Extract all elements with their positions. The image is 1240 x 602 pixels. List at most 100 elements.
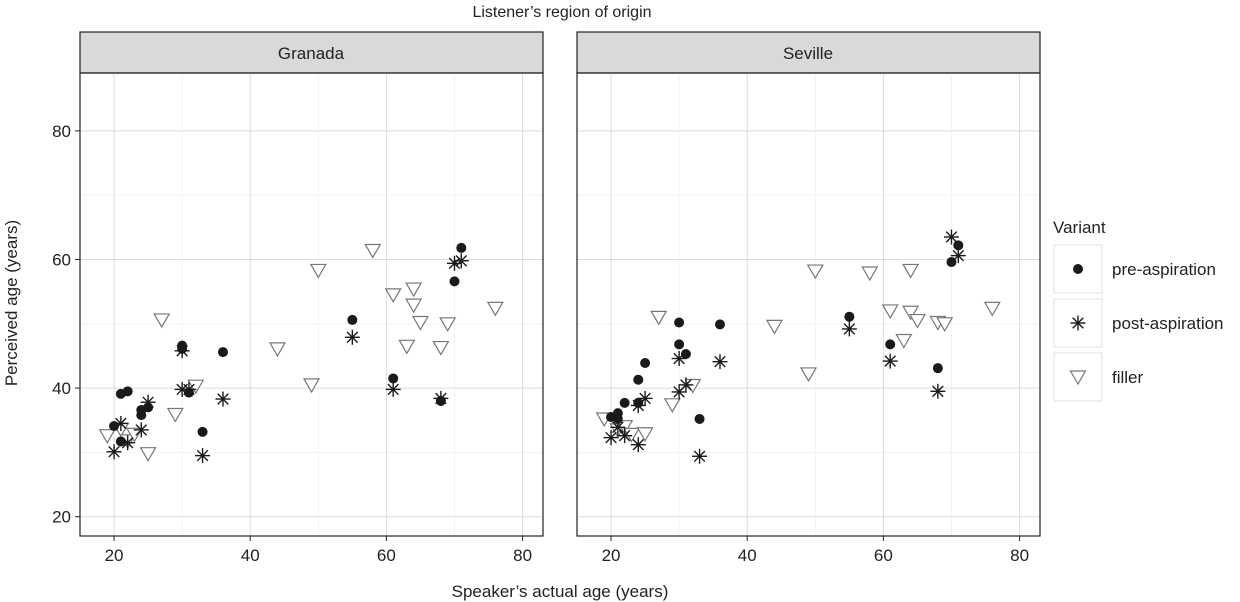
legend-label: pre-aspiration [1112, 260, 1216, 279]
legend: Variant pre-aspiration post-aspiration fil… [1053, 218, 1224, 402]
point-post-aspiration [930, 383, 946, 399]
point-filler [902, 263, 920, 279]
strip-label-granada: Granada [278, 44, 345, 63]
point-post-aspiration [712, 354, 728, 370]
point-pre-aspiration [619, 397, 630, 408]
points-granada [98, 242, 504, 464]
point-filler [636, 427, 654, 442]
chart-title: Listener’s region of origin [472, 4, 651, 21]
x-axes: 20 40 60 80 20 40 60 80 [105, 536, 1029, 565]
y-tick-label: 20 [52, 508, 71, 527]
y-tick-label: 80 [52, 122, 71, 141]
point-filler [806, 264, 824, 280]
legend-item-post-aspiration: post-aspiration [1053, 298, 1224, 348]
x-tick-label: 20 [105, 546, 124, 565]
grid-1 [577, 73, 1040, 536]
point-filler [268, 342, 286, 358]
point-filler [364, 243, 382, 259]
legend-marker-pre-aspiration [1073, 264, 1083, 274]
legend-marker-post-aspiration [1070, 315, 1086, 331]
point-pre-aspiration [640, 358, 651, 369]
x-tick-label: 60 [377, 546, 396, 565]
point-post-aspiration [385, 381, 401, 397]
point-filler [486, 301, 504, 317]
point-pre-aspiration [109, 421, 120, 432]
point-post-aspiration [603, 430, 619, 446]
point-post-aspiration [630, 437, 646, 453]
point-pre-aspiration [388, 373, 399, 384]
panel-frame-seville [576, 72, 1041, 537]
point-filler [309, 263, 327, 279]
panel-frame-granada [79, 72, 544, 537]
point-pre-aspiration [183, 387, 194, 398]
point-filler [166, 407, 184, 423]
point-filler [125, 427, 144, 443]
grid-0 [80, 73, 543, 536]
y-axis: 20 40 60 80 [52, 122, 80, 527]
point-pre-aspiration [680, 349, 691, 360]
point-pre-aspiration [217, 347, 228, 358]
point-pre-aspiration [694, 413, 705, 424]
point-post-aspiration [678, 377, 694, 393]
point-post-aspiration [692, 448, 708, 464]
point-post-aspiration [106, 444, 122, 460]
point-filler [983, 301, 1001, 317]
point-post-aspiration [133, 422, 149, 438]
point-pre-aspiration [714, 319, 725, 330]
y-axis-label: Perceived age (years) [2, 220, 21, 386]
x-axis-label: Speaker’s actual age (years) [452, 582, 669, 601]
panel-granada: Granada [79, 31, 544, 537]
point-filler [936, 317, 954, 332]
point-pre-aspiration [612, 408, 623, 419]
legend-item-filler: filler [1053, 352, 1144, 402]
point-filler [98, 429, 116, 444]
point-post-aspiration [841, 321, 857, 337]
legend-title: Variant [1053, 218, 1106, 237]
point-filler [908, 313, 926, 329]
point-post-aspiration [453, 253, 469, 269]
point-pre-aspiration [435, 395, 446, 406]
point-filler [881, 304, 899, 320]
legend-item-pre-aspiration: pre-aspiration [1053, 244, 1216, 294]
x-tick-label: 40 [241, 546, 260, 565]
point-pre-aspiration [122, 386, 133, 397]
points-seville [595, 229, 1001, 464]
point-pre-aspiration [953, 240, 964, 251]
point-pre-aspiration [456, 242, 467, 253]
point-filler [765, 319, 783, 335]
strip-granada [79, 31, 544, 74]
point-pre-aspiration [844, 311, 855, 322]
point-post-aspiration [344, 329, 360, 345]
x-tick-label: 80 [1010, 546, 1029, 565]
legend-label: post-aspiration [1112, 314, 1224, 333]
point-pre-aspiration [115, 436, 126, 447]
point-filler [439, 317, 457, 332]
point-post-aspiration [882, 353, 898, 369]
point-post-aspiration [617, 428, 633, 444]
point-pre-aspiration [674, 317, 685, 328]
point-pre-aspiration [885, 339, 896, 350]
strip-seville [576, 31, 1041, 74]
point-pre-aspiration [177, 340, 188, 351]
point-filler [432, 340, 450, 356]
point-filler [895, 333, 913, 349]
point-pre-aspiration [633, 374, 644, 385]
point-filler [799, 367, 818, 383]
point-post-aspiration [943, 229, 959, 245]
point-pre-aspiration [674, 339, 685, 350]
point-pre-aspiration [197, 426, 208, 437]
point-pre-aspiration [946, 257, 957, 268]
y-tick-label: 40 [52, 379, 71, 398]
point-filler [405, 298, 423, 314]
point-filler [139, 447, 157, 462]
point-filler [405, 282, 423, 298]
point-post-aspiration [446, 255, 462, 271]
point-filler [411, 315, 429, 331]
x-tick-label: 20 [602, 546, 621, 565]
point-filler [302, 378, 321, 394]
point-pre-aspiration [633, 397, 644, 408]
point-filler [902, 305, 920, 321]
point-filler [384, 288, 402, 304]
point-pre-aspiration [347, 314, 358, 325]
